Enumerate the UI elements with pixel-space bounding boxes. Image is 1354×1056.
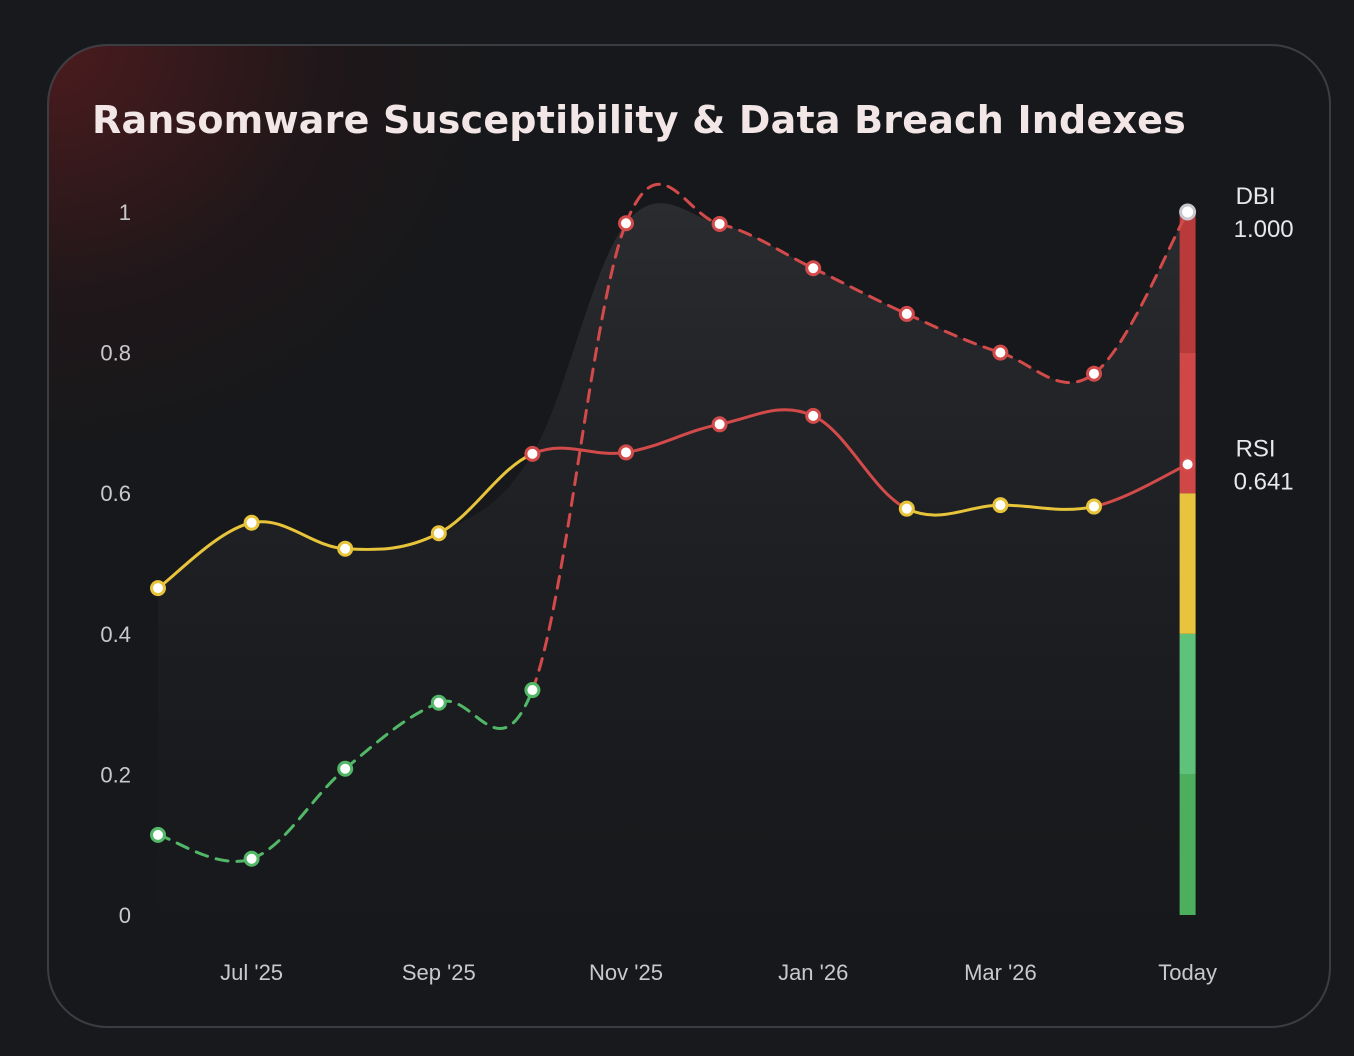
dbi-line-segment <box>905 312 1002 355</box>
x-tick-label: Today <box>1158 960 1217 985</box>
x-tick-label: Sep '25 <box>402 960 476 985</box>
dbi-line-segment <box>1092 210 1190 376</box>
y-tick-label: 0.6 <box>100 481 131 506</box>
rsi-point[interactable] <box>524 445 541 462</box>
dbi-point[interactable] <box>1179 203 1197 221</box>
dbi-point[interactable] <box>243 850 260 867</box>
dbi-point[interactable] <box>524 682 541 699</box>
rsi-line-segment <box>250 520 347 551</box>
risk-band-segment <box>1179 212 1196 353</box>
x-tick-label: Jul '25 <box>220 960 283 985</box>
rsi-point[interactable] <box>150 580 166 597</box>
area-fill <box>158 203 1188 915</box>
rsi-line-segment <box>437 452 534 535</box>
dbi-point[interactable] <box>1086 365 1102 382</box>
risk-band-segment <box>1179 493 1196 634</box>
dbi-point[interactable] <box>618 215 634 232</box>
risk-band-segment <box>1179 633 1196 775</box>
dbi-legend-name: DBI <box>1236 183 1276 210</box>
rsi-line-segment <box>624 422 722 454</box>
x-tick-label: Mar '26 <box>964 960 1037 985</box>
rsi-point[interactable] <box>243 514 260 531</box>
dbi-point[interactable] <box>337 760 354 777</box>
dbi-line-segment <box>530 221 628 692</box>
dbi-point[interactable] <box>150 826 166 843</box>
rsi-point[interactable] <box>337 540 354 557</box>
dbi-line-segment <box>998 351 1096 385</box>
rsi-legend-value: 0.641 <box>1234 468 1294 495</box>
rsi-legend-name: RSI <box>1236 435 1276 462</box>
rsi-line-segment <box>811 414 909 511</box>
dbi-point[interactable] <box>711 215 728 232</box>
risk-band-segment <box>1179 774 1196 915</box>
rsi-point[interactable] <box>618 444 634 461</box>
dbi-point[interactable] <box>992 344 1009 361</box>
rsi-point[interactable] <box>805 407 822 424</box>
chart-card: Ransomware Susceptibility & Data Breach … <box>47 44 1331 1028</box>
dbi-line-segment <box>343 701 441 771</box>
dbi-line-segment <box>624 182 722 226</box>
x-tick-label: Nov '25 <box>589 960 663 985</box>
rsi-line-segment <box>998 503 1096 511</box>
rsi-point[interactable] <box>898 500 915 517</box>
rsi-point[interactable] <box>1179 456 1196 473</box>
rsi-point[interactable] <box>1086 498 1102 515</box>
dbi-line-segment <box>718 222 815 270</box>
rsi-line-segment <box>905 503 1002 517</box>
y-tick-label: 1 <box>119 200 131 225</box>
dbi-legend-value: 1.000 <box>1234 216 1294 243</box>
y-tick-label: 0 <box>119 903 131 928</box>
dbi-point[interactable] <box>898 305 915 322</box>
y-tick-label: 0.2 <box>100 762 131 787</box>
dbi-line-segment <box>811 266 909 316</box>
rsi-point[interactable] <box>430 525 447 542</box>
rsi-line-segment <box>530 446 628 456</box>
chart-title: Ransomware Susceptibility & Data Breach … <box>92 98 1186 142</box>
dbi-point[interactable] <box>430 694 447 711</box>
dbi-line-segment <box>437 688 534 731</box>
rsi-point[interactable] <box>711 416 728 433</box>
rsi-line-segment <box>718 408 815 426</box>
dbi-point[interactable] <box>805 260 822 277</box>
x-tick-label: Jan '26 <box>778 960 848 985</box>
rsi-point[interactable] <box>992 497 1009 514</box>
y-tick-label: 0.4 <box>100 622 131 647</box>
line-chart: 0 0.2 0.4 0.6 0.8 1 Jul '25 Sep '25 Nov '25 Jan … <box>100 182 1294 985</box>
rsi-line-segment <box>343 531 441 551</box>
y-tick-label: 0.8 <box>100 341 131 366</box>
dbi-line-segment <box>250 767 347 861</box>
